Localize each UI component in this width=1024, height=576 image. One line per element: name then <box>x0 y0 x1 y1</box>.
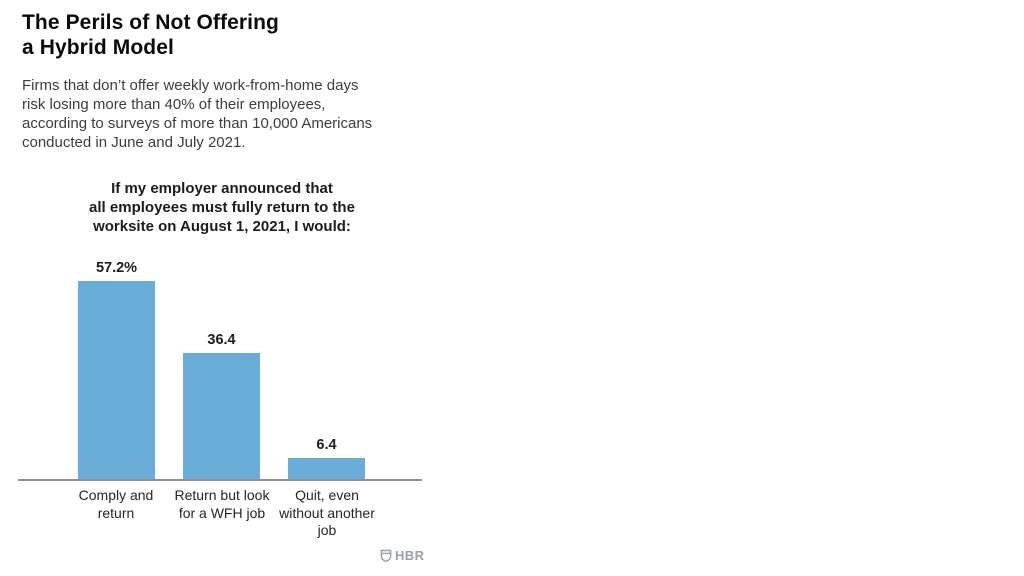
hbr-logo: HBR <box>380 548 424 563</box>
tick-label-line: Return but look <box>174 487 270 503</box>
chart-title: If my employer announced that all employ… <box>42 179 402 236</box>
tick-label-line: return <box>97 504 135 521</box>
page-title: The Perils of Not Offering a Hybrid Mode… <box>22 10 279 60</box>
page-subtitle-line-1: Firms that don’t offer weekly work-from-… <box>22 77 359 94</box>
page-subtitle-line-3: according to surveys of more than 10,000… <box>22 115 373 132</box>
page-subtitle-line-2: risk losing more than 40% of their emplo… <box>22 96 326 113</box>
tick-label-comply-and-return: Comply and return <box>56 487 176 522</box>
bar-group-comply-and-return: 57.2% <box>78 240 155 480</box>
x-axis-line <box>18 479 422 481</box>
tick-label-line: Comply and <box>78 487 154 503</box>
tick-label-line: Quit, even <box>295 487 359 503</box>
hbr-shield-icon <box>380 549 392 563</box>
bar-group-return-but-look: 36.4 <box>183 240 260 480</box>
chart-title-line-1: If my employer announced that <box>111 180 333 197</box>
tick-label-line: for a WFH job <box>178 504 266 521</box>
hbr-logo-text: HBR <box>395 548 425 563</box>
tick-label-line: job <box>317 522 337 538</box>
tick-label-line: without another <box>279 504 375 521</box>
bar-return-but-look <box>183 353 260 480</box>
chart-title-line-2: all employees must fully return to the <box>89 199 355 216</box>
chart-title-line-3: worksite on August 1, 2021, I would: <box>93 218 351 235</box>
bar-value-label: 36.4 <box>207 332 236 348</box>
page-title-line-1: The Perils of Not Offering <box>22 11 279 34</box>
page-title-line-2: a Hybrid Model <box>22 36 174 59</box>
bar-group-quit: 6.4 <box>288 240 365 480</box>
bar-comply-and-return <box>78 281 155 480</box>
bar-value-label: 57.2% <box>95 260 138 276</box>
tick-label-quit: Quit, even without another job <box>267 487 387 540</box>
tick-label-return-but-look: Return but look for a WFH job <box>162 487 282 522</box>
page-subtitle: Firms that don’t offer weekly work-from-… <box>22 76 372 152</box>
page-subtitle-line-4: conducted in June and July 2021. <box>22 134 246 151</box>
bar-value-label: 6.4 <box>316 437 337 453</box>
bar-quit <box>288 458 365 480</box>
